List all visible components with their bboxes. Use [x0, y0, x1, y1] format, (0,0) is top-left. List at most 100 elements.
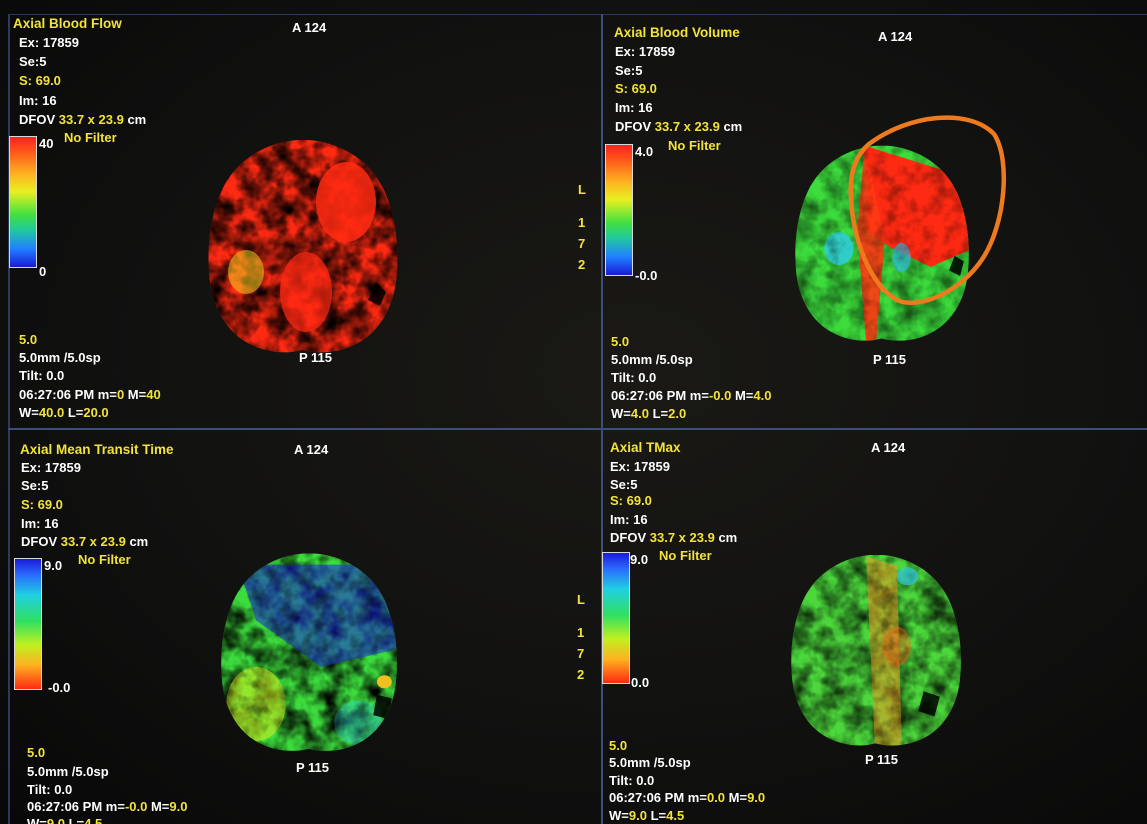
window-label: W=	[19, 405, 39, 420]
dfov-unit: cm	[718, 530, 738, 545]
min-value: 0	[116, 387, 125, 402]
min-label: m=	[689, 388, 709, 403]
min-value: -0.0	[708, 388, 732, 403]
blood-flow-brain-map[interactable]	[206, 132, 402, 360]
scale-min-label: 0.0	[631, 675, 650, 690]
slice-location: S: 69.0	[610, 493, 652, 508]
color-scale-bar	[602, 552, 630, 684]
max-value: 9.0	[747, 790, 766, 805]
level-value: 4.5	[666, 808, 685, 823]
dfov-value: 33.7 x 23.9	[649, 530, 715, 545]
image-number: Im: 16	[19, 93, 57, 108]
dfov-value: 33.7 x 23.9	[60, 534, 126, 549]
tilt-value: Tilt: 0.0	[27, 782, 73, 797]
orientation-marker-top: L 1 7 2	[578, 182, 590, 272]
acquisition-time: 06:27:06 PM	[611, 388, 687, 403]
slice-location: S: 69.0	[19, 73, 61, 88]
level-label: L=	[652, 406, 669, 421]
scale-min-label: 0	[39, 264, 47, 279]
viewport-title: Axial TMax	[610, 440, 681, 455]
window-level-line: W=40.0 L=20.0	[19, 405, 109, 420]
orientation-digit: 1	[578, 215, 586, 230]
max-label: M=	[734, 388, 754, 403]
slice-spacing: 5.0mm /5.0sp	[611, 352, 693, 367]
dfov-line: DFOV 33.7 x 23.9 cm	[21, 534, 148, 549]
level-label: L=	[68, 816, 85, 824]
window-label: W=	[609, 808, 629, 823]
acquisition-time: 06:27:06 PM	[27, 799, 103, 814]
viewport-blood-volume[interactable]: Axial Blood Volume A 124 Ex: 17859 Se:5 …	[603, 22, 1147, 434]
orientation-letter: L	[577, 592, 585, 607]
orientation-marker-bottom: L 1 7 2	[577, 592, 589, 682]
orientation-digit: 2	[577, 667, 585, 682]
viewport-vertical-divider[interactable]	[601, 14, 603, 824]
level-value: 4.5	[84, 816, 103, 824]
posterior-label: P 115	[865, 752, 899, 767]
viewport-mean-transit-time[interactable]: Axial Mean Transit Time A 124 Ex: 17859 …	[10, 432, 600, 824]
thickness-value: 5.0	[27, 745, 46, 760]
slice-location: S: 69.0	[21, 497, 63, 512]
filter-label: No Filter	[78, 552, 131, 567]
time-minmax-line: 06:27:06 PM m=-0.0 M=9.0	[27, 799, 187, 814]
thickness-value: 5.0	[611, 334, 630, 349]
filter-label: No Filter	[64, 130, 117, 145]
scale-min-label: -0.0	[635, 268, 658, 283]
viewport-horizontal-divider[interactable]	[8, 428, 1147, 430]
scale-max-label: 40	[39, 136, 54, 151]
window-value: 9.0	[46, 816, 65, 824]
acquisition-time: 06:27:06 PM	[609, 790, 685, 805]
time-minmax-line: 06:27:06 PM m=0.0 M=9.0	[609, 790, 765, 805]
viewport-blood-flow[interactable]: Axial Blood Flow A 124 Ex: 17859 Se:5 S:…	[9, 14, 600, 426]
dfov-label: DFOV	[21, 534, 58, 549]
window-label: W=	[27, 816, 47, 824]
tilt-value: Tilt: 0.0	[611, 370, 657, 385]
level-value: 2.0	[668, 406, 687, 421]
level-value: 20.0	[83, 405, 109, 420]
max-value: 4.0	[753, 388, 772, 403]
slice-spacing: 5.0mm /5.0sp	[19, 350, 101, 365]
series-number: Se:5	[610, 477, 638, 492]
anterior-label: A 124	[292, 20, 327, 35]
orientation-letter: L	[578, 182, 586, 197]
color-scale-bar	[605, 144, 633, 276]
scale-min-label: -0.0	[48, 680, 71, 695]
orientation-digit: 7	[578, 236, 586, 251]
tmax-brain-map[interactable]	[789, 544, 965, 756]
anterior-label: A 124	[871, 440, 906, 455]
image-number: Im: 16	[21, 516, 59, 531]
dfov-value: 33.7 x 23.9	[58, 112, 124, 127]
thickness-value: 5.0	[609, 738, 628, 753]
color-scale-bar	[9, 136, 37, 268]
min-value: 0.0	[706, 790, 726, 805]
min-label: m=	[687, 790, 707, 805]
exam-number: Ex: 17859	[19, 35, 79, 50]
viewport-title: Axial Mean Transit Time	[20, 442, 174, 457]
anterior-label: A 124	[294, 442, 329, 457]
scale-max-label: 4.0	[635, 144, 654, 159]
tilt-value: Tilt: 0.0	[19, 368, 65, 383]
dfov-line: DFOV 33.7 x 23.9 cm	[615, 119, 742, 134]
min-label: m=	[97, 387, 117, 402]
slice-spacing: 5.0mm /5.0sp	[609, 755, 691, 770]
max-label: M=	[728, 790, 748, 805]
hand-drawn-annotation-circle	[848, 115, 1007, 305]
level-label: L=	[650, 808, 667, 823]
time-minmax-line: 06:27:06 PM m=-0.0 M=4.0	[611, 388, 771, 403]
posterior-label: P 115	[299, 350, 333, 365]
viewport-tmax[interactable]: Axial TMax A 124 Ex: 17859 Se:5 S: 69.0 …	[602, 432, 1147, 824]
scale-max-label: 9.0	[630, 552, 649, 567]
orientation-digit: 1	[577, 625, 585, 640]
image-number: Im: 16	[615, 100, 653, 115]
mean-transit-time-brain-map[interactable]	[212, 546, 408, 758]
color-scale-bar	[14, 558, 42, 690]
dfov-line: DFOV 33.7 x 23.9 cm	[610, 530, 737, 545]
window-level-line: W=9.0 L=4.5	[27, 816, 102, 824]
exam-number: Ex: 17859	[615, 44, 675, 59]
slice-spacing: 5.0mm /5.0sp	[27, 764, 109, 779]
blood-volume-brain-map[interactable]	[793, 136, 973, 350]
exam-number: Ex: 17859	[610, 459, 670, 474]
max-label: M=	[150, 799, 170, 814]
viewport-title: Axial Blood Flow	[13, 16, 122, 31]
window-value: 40.0	[38, 405, 65, 420]
